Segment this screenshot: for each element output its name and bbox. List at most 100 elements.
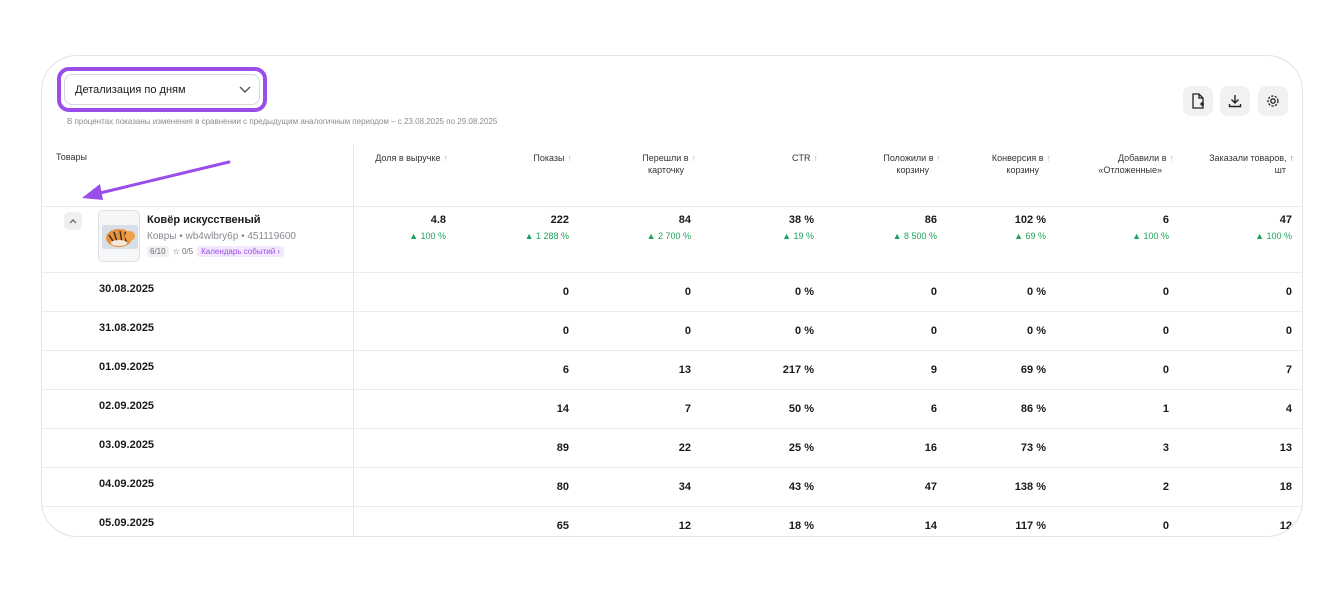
product-card-visits-delta: ▲ 2 700 %: [646, 231, 691, 241]
stars-badge: ☆ 0/5: [172, 247, 194, 256]
chevron-up-icon: [69, 219, 77, 224]
cell-add-to-cart: 47: [924, 481, 937, 493]
column-header-card-visits[interactable]: Перешли в ↑ карточку: [642, 153, 696, 175]
column-header-wishlist[interactable]: Добавили в ↑ «Отложенные»: [1098, 153, 1174, 175]
download-icon: [1228, 95, 1242, 108]
settings-button[interactable]: [1258, 86, 1288, 116]
product-orders: 47: [1279, 214, 1292, 226]
cell-impressions: 14: [556, 403, 569, 415]
cell-impressions: 80: [556, 481, 569, 493]
column-header-add-to-cart[interactable]: Положили в ↑ корзину: [883, 153, 941, 175]
row-divider: [42, 389, 1302, 390]
cell-wishlist: 0: [1162, 286, 1169, 298]
cell-orders: 7: [1285, 364, 1292, 376]
cell-ctr: 0 %: [795, 325, 814, 337]
highlight-frame: Детализация по дням: [57, 67, 267, 112]
column-header-products: Товары: [56, 152, 87, 162]
row-date: 05.09.2025: [99, 517, 155, 529]
product-add-to-cart: 86: [924, 214, 937, 226]
product-ctr-delta: ▲ 19 %: [782, 231, 814, 241]
cell-card-visits: 34: [678, 481, 691, 493]
product-thumbnail[interactable]: [98, 210, 140, 262]
cell-ctr: 50 %: [788, 403, 814, 415]
cell-card-visits: 0: [684, 325, 691, 337]
column-divider: [353, 145, 354, 536]
column-header-ctr[interactable]: CTR ↑: [792, 153, 818, 163]
gear-icon: [1267, 95, 1279, 107]
product-wishlist-delta: ▲ 100 %: [1132, 231, 1169, 241]
row-date: 03.09.2025: [99, 439, 155, 451]
product-card-visits: 84: [678, 214, 691, 226]
row-date: 31.08.2025: [99, 322, 155, 334]
cell-wishlist: 0: [1162, 325, 1169, 337]
cell-ctr: 25 %: [788, 442, 814, 454]
cell-ctr: 43 %: [788, 481, 814, 493]
cell-impressions: 6: [562, 364, 569, 376]
cell-add-to-cart: 16: [924, 442, 937, 454]
cell-cart-conversion: 69 %: [1020, 364, 1046, 376]
cell-wishlist: 2: [1162, 481, 1169, 493]
row-date: 04.09.2025: [99, 478, 155, 490]
row-divider: [42, 311, 1302, 312]
row-divider: [42, 350, 1302, 351]
row-date: 01.09.2025: [99, 361, 155, 373]
tiger-image: [99, 211, 139, 261]
product-impressions: 222: [550, 214, 569, 226]
product-orders-delta: ▲ 100 %: [1255, 231, 1292, 241]
product-cart-conversion: 102 %: [1014, 214, 1046, 226]
product-impressions-delta: ▲ 1 288 %: [524, 231, 569, 241]
column-header-impressions[interactable]: Показы ↑: [533, 153, 572, 163]
cell-add-to-cart: 6: [930, 403, 937, 415]
header-divider: [42, 206, 1302, 207]
cell-card-visits: 7: [684, 403, 691, 415]
analytics-card: Детализация по дням В процентах показаны…: [41, 55, 1303, 537]
product-cart-conversion-delta: ▲ 69 %: [1014, 231, 1046, 241]
cell-ctr: 0 %: [795, 286, 814, 298]
cell-orders: 4: [1285, 403, 1292, 415]
collapse-row-button[interactable]: [64, 212, 82, 230]
cell-impressions: 65: [556, 520, 569, 532]
cell-ctr: 18 %: [788, 520, 814, 532]
cell-wishlist: 0: [1162, 520, 1169, 532]
row-divider: [42, 272, 1302, 273]
cell-cart-conversion: 117 %: [1015, 520, 1046, 532]
cell-card-visits: 0: [684, 286, 691, 298]
row-date: 30.08.2025: [99, 283, 155, 295]
cell-card-visits: 13: [678, 364, 691, 376]
column-header-orders[interactable]: Заказали товаров, ↑ шт: [1209, 153, 1294, 175]
cell-wishlist: 0: [1162, 364, 1169, 376]
comparison-note: В процентах показаны изменения в сравнен…: [67, 117, 498, 126]
product-revenue-share: 4.8: [430, 214, 446, 226]
product-wishlist: 6: [1162, 214, 1169, 226]
cell-orders: 18: [1279, 481, 1292, 493]
column-header-revenue-share[interactable]: Доля в выручке ↑: [375, 153, 448, 163]
cell-cart-conversion: 0 %: [1027, 325, 1046, 337]
row-divider: [42, 467, 1302, 468]
cell-card-visits: 12: [678, 520, 691, 532]
cell-cart-conversion: 138 %: [1014, 481, 1046, 493]
cell-add-to-cart: 0: [930, 325, 937, 337]
cell-orders: 0: [1285, 286, 1292, 298]
product-revenue-share-delta: ▲ 100 %: [409, 231, 446, 241]
cell-cart-conversion: 73 %: [1020, 442, 1046, 454]
product-meta: Ковры • wb4wlbry6p • 451119600: [147, 231, 296, 242]
download-button[interactable]: [1220, 86, 1250, 116]
row-divider: [42, 428, 1302, 429]
detail-select[interactable]: Детализация по дням: [64, 74, 260, 105]
row-date: 02.09.2025: [99, 400, 155, 412]
product-name[interactable]: Ковёр искусственый: [147, 214, 261, 226]
cell-wishlist: 3: [1162, 442, 1169, 454]
cell-impressions: 0: [562, 286, 569, 298]
chevron-down-icon: [239, 86, 251, 93]
cell-cart-conversion: 86 %: [1020, 403, 1046, 415]
cell-orders: 0: [1285, 325, 1292, 337]
file-add-icon: [1192, 93, 1204, 109]
cell-add-to-cart: 9: [930, 364, 937, 376]
events-calendar-link[interactable]: Календарь событий ›: [197, 246, 285, 257]
cell-ctr: 217 %: [782, 364, 814, 376]
cell-impressions: 0: [562, 325, 569, 337]
export-file-button[interactable]: [1183, 86, 1213, 116]
column-header-cart-conversion[interactable]: Конверсия в ↑ корзину: [991, 153, 1051, 175]
detail-select-value: Детализация по дням: [75, 83, 186, 96]
cell-impressions: 89: [556, 442, 569, 454]
